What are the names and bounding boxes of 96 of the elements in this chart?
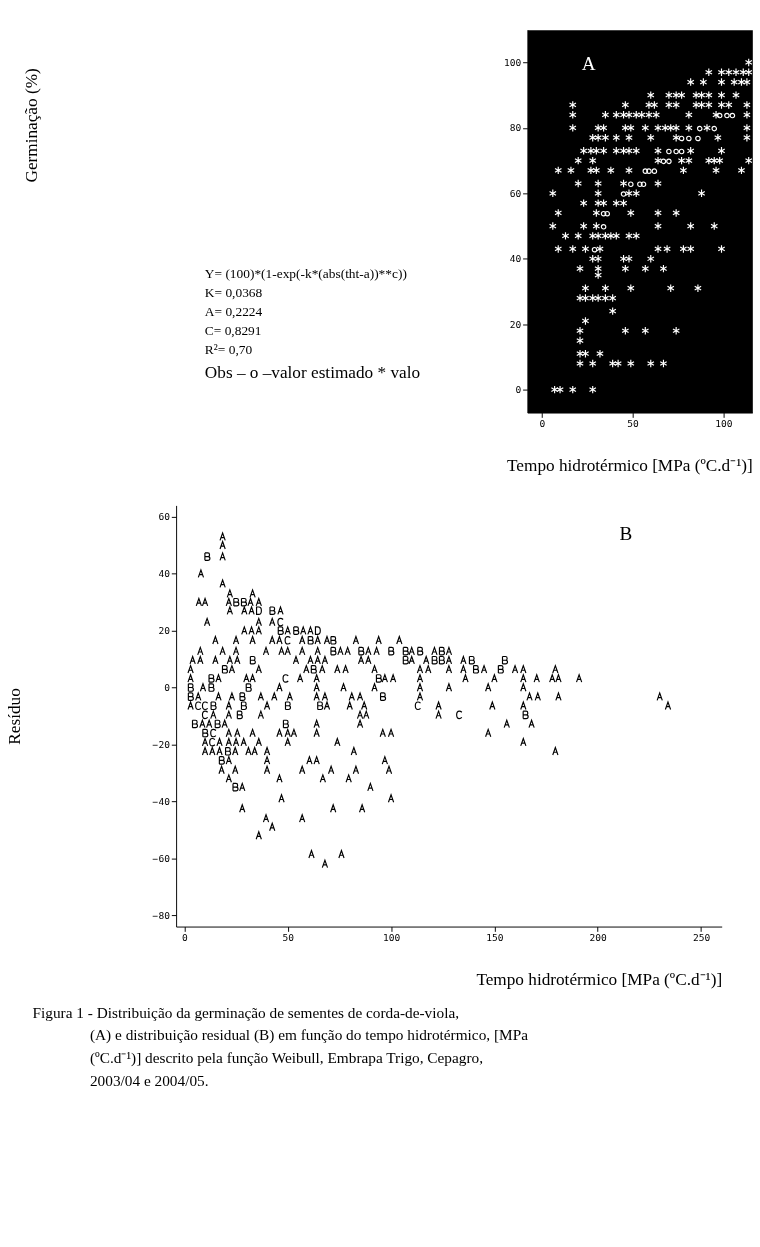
y-tick-label: 60 (158, 511, 171, 523)
y-tick-label: 20 (158, 624, 171, 636)
y-tick-label: 40 (509, 253, 522, 265)
y-tick-label: 0 (164, 681, 171, 693)
y-tick-label: −60 (152, 852, 171, 864)
text: Figura 1 - Distribuição da germinação de sementes de corda-de-viola, (A) e distribuição residual (B) em função do tempo hidrotérmico, [MPa (ºC.d⁻¹)] descrito pela função Weibull, Embrapa Trigo, Cepagro, 2003/04 e 2004/05. (32, 1003, 529, 1090)
point (640, 181, 647, 188)
x-axis-title: Tempo hidrotérmico [MPa (ºC.d⁻¹)] (507, 456, 753, 476)
point (666, 158, 672, 165)
point (255, 606, 262, 615)
x-tick-label: 100 (715, 418, 733, 430)
point (201, 710, 209, 720)
point (628, 181, 634, 188)
point (620, 191, 627, 197)
point (600, 223, 607, 230)
point (660, 158, 667, 165)
point (646, 168, 652, 174)
point (456, 710, 463, 720)
point (642, 168, 649, 174)
point (651, 168, 658, 174)
point (358, 646, 365, 656)
point (591, 246, 598, 253)
y-tick-label: −80 (152, 909, 171, 921)
x-axis-title: Tempo hidrotérmico [MPa (ºC.d⁻¹)] (476, 970, 723, 990)
point (637, 181, 643, 188)
point (379, 692, 387, 701)
point (282, 674, 289, 683)
y-tick-label: −20 (152, 738, 171, 750)
point (472, 665, 480, 674)
point (729, 112, 736, 119)
point (191, 719, 199, 729)
annotation: A (581, 52, 596, 74)
point (666, 148, 672, 155)
x-tick-label: 0 (181, 932, 188, 944)
x-tick-label: 200 (589, 932, 608, 944)
text: A= 0,2224 (204, 303, 263, 319)
point (249, 655, 256, 665)
point (277, 617, 284, 627)
x-tick-label: 150 (486, 932, 504, 944)
point (236, 710, 243, 720)
point (724, 112, 730, 119)
text: R²= 0,70 (204, 342, 253, 358)
x-tick-label: 50 (282, 932, 295, 944)
point (240, 597, 248, 607)
point (501, 655, 509, 665)
point (277, 626, 284, 635)
point (204, 552, 211, 561)
point (317, 701, 324, 711)
text: Y= (100)*(1-exp(-k*(abs(tht-a))**c)) (204, 265, 407, 281)
point (375, 674, 383, 683)
point (417, 646, 424, 656)
y-axis-title: Germinação (%) (22, 68, 42, 183)
text: K= 0,0368 (204, 284, 263, 300)
point (716, 112, 723, 119)
point (202, 728, 209, 738)
point (330, 646, 337, 656)
point (686, 135, 692, 142)
x-tick-label: 100 (382, 932, 401, 944)
point (269, 606, 276, 615)
text: C= 0,8291 (204, 323, 262, 339)
point (233, 597, 240, 607)
text: Obs – o –valor estimado * valo (204, 363, 421, 383)
point (497, 665, 504, 674)
point (678, 148, 685, 155)
point (414, 701, 422, 711)
point (310, 665, 317, 674)
point (678, 135, 685, 142)
y-tick-label: 80 (509, 122, 522, 134)
point (673, 148, 679, 155)
point (232, 782, 239, 792)
point (201, 701, 209, 711)
x-tick-label: 50 (627, 418, 640, 430)
point (696, 125, 703, 132)
point (282, 719, 290, 729)
point (711, 125, 718, 132)
point (210, 701, 217, 711)
y-tick-label: 0 (515, 384, 522, 396)
point (388, 646, 395, 656)
y-tick-label: 100 (503, 56, 522, 68)
y-axis-title: Resíduo (4, 688, 24, 745)
point (468, 655, 476, 665)
point (284, 636, 291, 645)
point (314, 626, 321, 635)
y-tick-label: 60 (509, 187, 522, 199)
point (604, 210, 611, 217)
y-tick-label: −40 (152, 795, 171, 807)
x-tick-label: 0 (539, 418, 546, 430)
point (195, 701, 202, 711)
point (695, 135, 701, 142)
y-tick-label: 20 (509, 318, 522, 330)
y-tick-label: 40 (158, 568, 171, 580)
x-tick-label: 250 (692, 932, 711, 944)
point (293, 626, 300, 635)
point (221, 665, 229, 674)
point (330, 636, 337, 645)
annotation: B (619, 522, 633, 544)
